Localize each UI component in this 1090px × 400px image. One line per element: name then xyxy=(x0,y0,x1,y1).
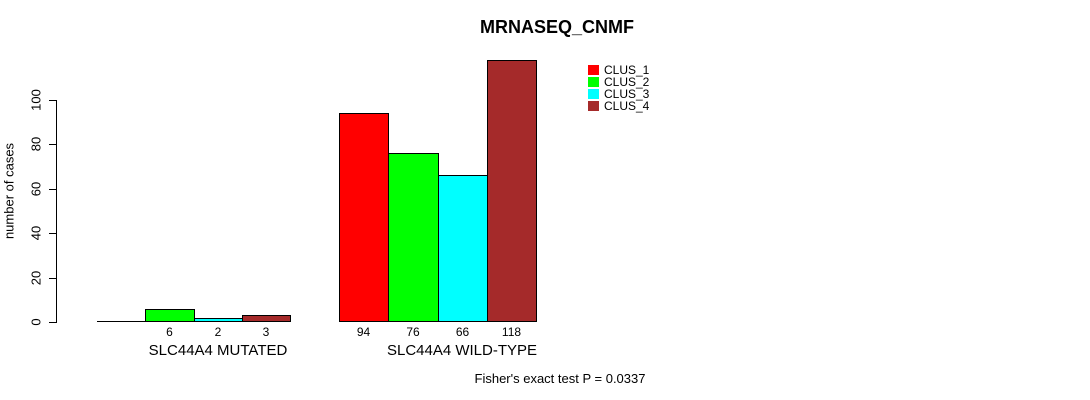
fisher-test-footnote: Fisher's exact test P = 0.0337 xyxy=(474,371,646,386)
x-group-label: SLC44A4 MUTATED xyxy=(148,342,288,359)
bar-count-label: 2 xyxy=(214,325,222,339)
legend-item-clus_1: CLUS_1 xyxy=(588,64,649,76)
y-tick-label: 80 xyxy=(28,136,44,152)
bar-clus_1 xyxy=(339,113,389,322)
legend-label: CLUS_3 xyxy=(604,87,650,101)
y-tick-label: 20 xyxy=(28,270,44,286)
x-group-label: SLC44A4 WILD-TYPE xyxy=(386,342,538,359)
bar-clus_2 xyxy=(145,309,195,322)
bar-count-label: 3 xyxy=(262,325,270,339)
bar-clus_3 xyxy=(194,318,243,322)
bar-count-label: 94 xyxy=(356,325,371,339)
bar-clus_4 xyxy=(487,60,537,322)
legend-label: CLUS_1 xyxy=(604,63,650,77)
bar-clus_2 xyxy=(388,153,439,322)
bar-count-label: 66 xyxy=(455,325,470,339)
bar-clus_3 xyxy=(438,175,488,322)
y-tick-label: 40 xyxy=(28,225,44,241)
legend-swatch-icon xyxy=(588,101,599,111)
legend: CLUS_1 CLUS_2 CLUS_3 CLUS_4 xyxy=(588,64,649,112)
y-tick-mark xyxy=(49,322,56,323)
y-tick-mark xyxy=(49,278,56,279)
y-tick-label: 100 xyxy=(28,89,44,111)
legend-swatch-icon xyxy=(588,89,599,99)
legend-label: CLUS_2 xyxy=(604,75,650,89)
y-axis-line xyxy=(56,100,57,323)
y-tick-mark xyxy=(49,100,56,101)
y-tick-label: 0 xyxy=(28,318,44,326)
legend-item-clus_4: CLUS_4 xyxy=(588,100,649,112)
bar-count-label: 6 xyxy=(166,325,173,339)
legend-swatch-icon xyxy=(588,65,599,75)
y-tick-mark xyxy=(49,144,56,145)
legend-label: CLUS_4 xyxy=(604,99,650,113)
bar-count-label: 118 xyxy=(501,325,522,339)
legend-item-clus_2: CLUS_2 xyxy=(588,76,649,88)
y-tick-label: 60 xyxy=(28,181,44,197)
bar-count-label: 76 xyxy=(406,325,420,339)
legend-swatch-icon xyxy=(588,77,599,87)
chart-title: MRNASEQ_CNMF xyxy=(479,17,635,37)
y-tick-mark xyxy=(49,233,56,234)
bar-clus_4 xyxy=(242,315,291,322)
y-tick-mark xyxy=(49,189,56,190)
bar-clus_1 xyxy=(97,321,146,322)
legend-item-clus_3: CLUS_3 xyxy=(588,88,649,100)
